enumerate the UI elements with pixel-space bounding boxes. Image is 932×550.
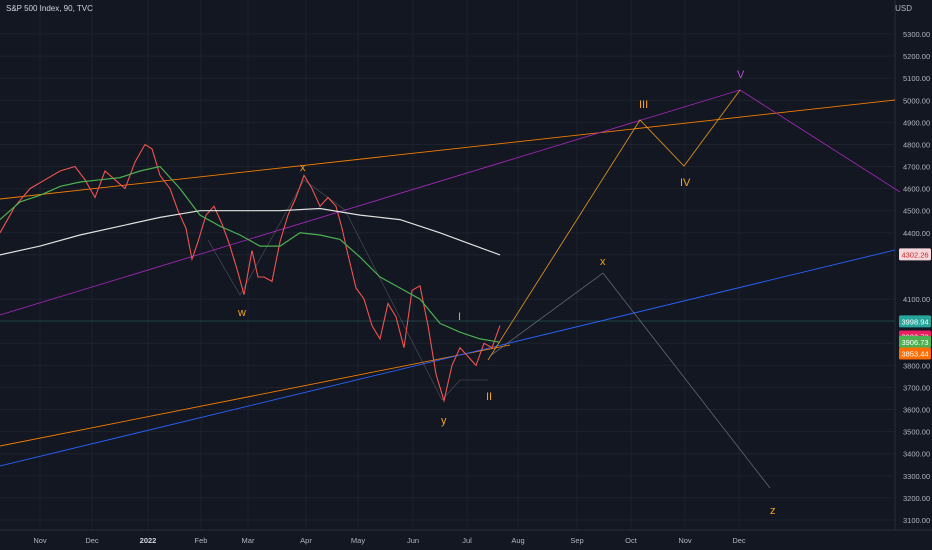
wave-label-z: z (770, 505, 776, 517)
wave-labels: w x y I II III IV V x z (237, 69, 776, 517)
x-tick-label: Feb (195, 536, 208, 545)
y-tick-label: 4400.00 (903, 229, 930, 238)
wave-label-v: V (737, 69, 745, 81)
x-tick-label: Aug (511, 536, 524, 545)
time-axis[interactable]: Nov Dec 2022 Feb Mar Apr May Jun Jul Aug Sep Oct Nov… (33, 536, 746, 545)
drawings (0, 89, 901, 489)
y-tick-label: 5100.00 (903, 74, 930, 83)
series-price (0, 143, 501, 403)
wave-label-y: y (441, 415, 447, 427)
orange-upper-trendline (0, 99, 896, 200)
y-tick-label: 3200.00 (903, 494, 930, 503)
price-badge (899, 248, 931, 261)
series-ma-white (0, 207, 501, 256)
x-tick-label: Nov (33, 536, 47, 545)
y-tick-label: 3700.00 (903, 383, 930, 392)
y-tick-label: 4700.00 (903, 163, 930, 172)
x-tick-label: Jun (407, 536, 419, 545)
price-badge-label: 4302.26 (901, 250, 928, 259)
grey-wave-projection (489, 272, 771, 489)
purple-channel-line (0, 89, 741, 316)
x-tick-label: Jul (462, 536, 472, 545)
blue-trendline (0, 249, 896, 467)
y-tick-label: 3600.00 (903, 406, 930, 415)
wave-label-iv: IV (680, 177, 691, 189)
y-tick-label: 4900.00 (903, 118, 930, 127)
price-badge-label: 3853.44 (901, 350, 928, 359)
orange-wave-projection (487, 89, 741, 361)
price-axis[interactable]: 5300.00 5200.00 5100.00 5000.00 4900.00 4800.… (903, 30, 930, 525)
wave-label-x: x (300, 162, 306, 174)
currency-label: USD (895, 4, 912, 13)
x-tick-label: Sep (570, 536, 583, 545)
x-tick-label: Nov (678, 536, 692, 545)
y-tick-label: 3100.00 (903, 516, 930, 525)
symbol-title[interactable]: S&P 500 Index, 90, TVC (6, 4, 93, 13)
series-layer (0, 143, 501, 403)
y-tick-label: 4100.00 (903, 295, 930, 304)
grid (0, 0, 895, 530)
series-ma-green (0, 165, 501, 343)
y-tick-label: 3800.00 (903, 361, 930, 370)
wave-label-x2: x (600, 256, 606, 268)
price-badge (899, 315, 931, 328)
y-tick-label: 3500.00 (903, 428, 930, 437)
y-tick-label: 5000.00 (903, 96, 930, 105)
wave-label-ii: II (486, 391, 492, 403)
x-tick-label: May (351, 536, 365, 545)
x-tick-label: Dec (85, 536, 99, 545)
y-tick-label: 4800.00 (903, 140, 930, 149)
purple-projection (739, 89, 901, 193)
wave-label-i: I (458, 311, 461, 323)
x-tick-label: Oct (625, 536, 638, 545)
x-tick-label: Dec (732, 536, 746, 545)
x-tick-label: Mar (242, 536, 255, 545)
grey-wxy-lines (207, 179, 488, 401)
y-tick-label: 3400.00 (903, 450, 930, 459)
wave-label-w: w (237, 307, 246, 319)
y-tick-label: 4600.00 (903, 185, 930, 194)
x-tick-label: 2022 (140, 536, 157, 545)
y-tick-label: 5300.00 (903, 30, 930, 39)
price-badge-label: 3906.73 (901, 338, 928, 347)
price-badge (899, 335, 931, 348)
y-tick-label: 3300.00 (903, 472, 930, 481)
wave-label-iii: III (639, 99, 648, 111)
y-tick-label: 4500.00 (903, 207, 930, 216)
y-tick-label: 5200.00 (903, 52, 930, 61)
price-badge-label: 3998.94 (901, 317, 928, 326)
x-tick-label: Apr (300, 536, 312, 545)
price-badge (899, 347, 931, 360)
orange-lower-trendline (0, 344, 511, 447)
